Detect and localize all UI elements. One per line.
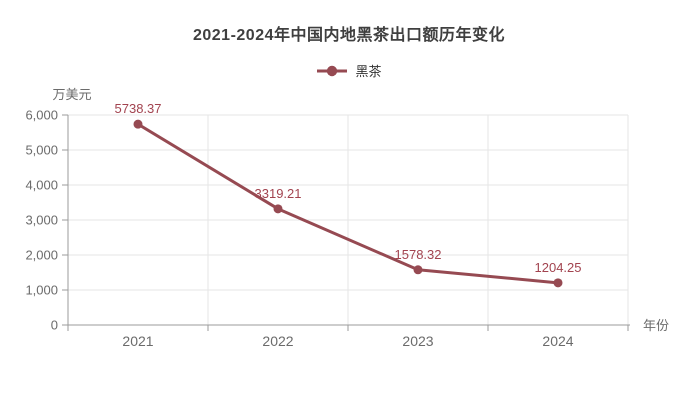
y-axis-name: 万美元 xyxy=(52,87,92,102)
legend-label: 黑茶 xyxy=(355,64,382,79)
y-tick-label: 4,000 xyxy=(25,178,58,193)
data-point-label: 1578.32 xyxy=(395,247,442,262)
chart-title: 2021-2024年中国内地黑茶出口额历年变化 xyxy=(192,27,506,44)
legend-item-heicha[interactable]: 黑茶 xyxy=(0,61,698,80)
y-tick-label: 0 xyxy=(51,318,58,333)
y-tick-label: 5,000 xyxy=(25,143,58,158)
data-point[interactable] xyxy=(553,278,563,288)
data-point-label: 5738.37 xyxy=(115,101,162,116)
x-tick-label: 2021 xyxy=(122,333,153,349)
data-point[interactable] xyxy=(133,119,143,129)
data-point-label: 3319.21 xyxy=(255,186,302,201)
y-tick-label: 6,000 xyxy=(25,108,58,123)
y-tick-label: 2,000 xyxy=(25,248,58,263)
y-tick-label: 1,000 xyxy=(25,283,58,298)
data-point-label: 1204.25 xyxy=(535,260,582,275)
data-point[interactable] xyxy=(273,204,283,214)
series-line xyxy=(136,122,560,285)
data-point[interactable] xyxy=(413,265,423,275)
x-tick-label: 2023 xyxy=(402,333,433,349)
x-axis-name: 年份 xyxy=(643,318,670,333)
x-tick-label: 2024 xyxy=(542,333,573,349)
x-tick-label: 2022 xyxy=(262,333,293,349)
legend-line-marker-icon xyxy=(317,65,348,76)
y-tick-label: 3,000 xyxy=(25,213,58,228)
